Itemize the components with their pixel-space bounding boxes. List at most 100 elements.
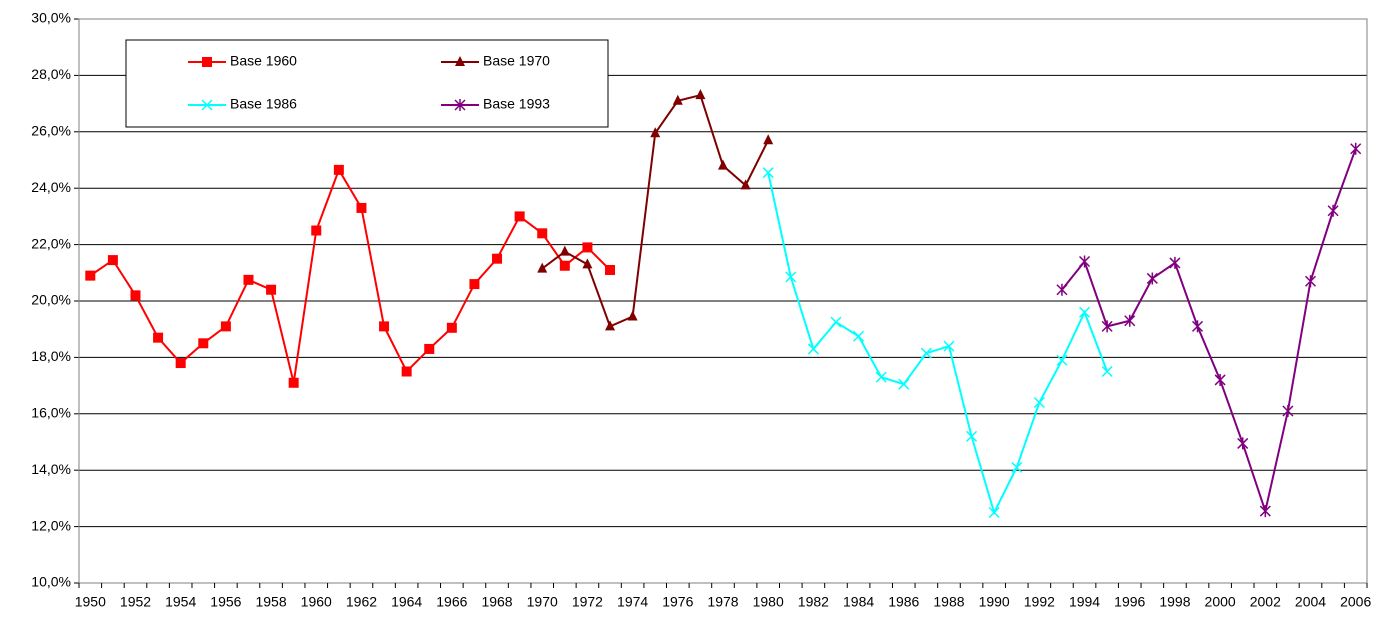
marker-shape — [853, 330, 865, 342]
marker-shape — [311, 225, 322, 236]
marker — [605, 320, 616, 331]
x-tick-label: 2000 — [1205, 594, 1236, 610]
marker-shape — [718, 159, 728, 170]
y-tick-label: 18,0% — [31, 348, 71, 364]
marker-shape — [356, 202, 367, 213]
marker — [1191, 320, 1204, 333]
x-tick-label: 1990 — [979, 594, 1010, 610]
marker-shape — [266, 284, 277, 295]
marker-shape — [988, 506, 1000, 519]
marker-shape — [201, 99, 213, 111]
x-tick-label: 1960 — [301, 594, 332, 610]
x-tick-label: 1998 — [1159, 594, 1190, 610]
marker — [1079, 255, 1091, 268]
marker-shape — [695, 89, 706, 100]
marker — [288, 377, 299, 388]
y-tick-label: 10,0% — [31, 574, 71, 590]
marker — [1124, 314, 1136, 327]
marker-shape — [1079, 306, 1091, 318]
series-line — [1061, 148, 1357, 515]
x-tick-label: 1974 — [617, 594, 648, 610]
marker — [1146, 272, 1158, 285]
marker — [379, 321, 390, 332]
marker — [785, 271, 797, 283]
marker — [469, 279, 480, 290]
marker-shape — [1146, 272, 1158, 285]
marker-shape — [1237, 437, 1249, 450]
marker — [582, 242, 593, 253]
marker-shape — [1011, 461, 1023, 473]
marker — [943, 340, 955, 352]
marker — [201, 99, 213, 111]
marker-shape — [672, 94, 683, 105]
marker — [492, 253, 503, 264]
x-tick-label: 1996 — [1114, 594, 1145, 610]
marker-shape — [424, 343, 435, 354]
marker-shape — [202, 57, 212, 67]
y-tick-label: 24,0% — [31, 179, 71, 195]
marker — [243, 274, 254, 285]
marker — [1011, 461, 1023, 473]
marker-shape — [785, 271, 797, 283]
marker — [356, 202, 367, 213]
marker-shape — [1259, 505, 1271, 518]
legend-label: Base 1993 — [483, 96, 550, 112]
marker-shape — [807, 343, 819, 355]
legend-label: Base 1970 — [483, 53, 550, 69]
marker — [1304, 275, 1317, 288]
marker-shape — [559, 245, 570, 256]
x-tick-label: 1984 — [843, 594, 874, 610]
marker — [988, 506, 1000, 519]
marker — [966, 430, 978, 442]
marker-shape — [446, 322, 457, 333]
x-tick-label: 2002 — [1250, 594, 1281, 610]
marker — [627, 310, 638, 321]
marker — [202, 57, 212, 67]
marker-shape — [1304, 275, 1317, 288]
marker-shape — [333, 164, 344, 175]
marker — [718, 159, 728, 170]
marker — [1079, 306, 1091, 318]
marker-shape — [1282, 404, 1294, 417]
marker-shape — [243, 274, 254, 285]
y-tick-label: 16,0% — [31, 405, 71, 421]
series-line — [89, 167, 611, 384]
marker — [401, 366, 412, 377]
x-tick-label: 1972 — [572, 594, 603, 610]
marker — [1214, 373, 1226, 386]
x-tick-label: 1968 — [481, 594, 512, 610]
series-line — [767, 172, 1109, 516]
marker — [454, 99, 466, 111]
marker — [740, 179, 751, 190]
marker-shape — [559, 260, 570, 271]
y-tick-label: 20,0% — [31, 292, 71, 308]
marker-shape — [1101, 365, 1113, 378]
marker — [424, 343, 435, 354]
x-tick-label: 1966 — [436, 594, 467, 610]
marker-shape — [153, 332, 164, 343]
marker — [1056, 354, 1068, 366]
marker — [672, 94, 683, 105]
marker — [650, 127, 661, 138]
marker-shape — [401, 366, 412, 377]
legend-label: Base 1960 — [230, 53, 297, 69]
marker-shape — [943, 340, 955, 352]
marker-shape — [830, 316, 842, 328]
x-tick-label: 2004 — [1295, 594, 1326, 610]
marker — [1282, 404, 1294, 417]
marker-shape — [379, 321, 390, 332]
marker-shape — [1169, 256, 1181, 269]
y-tick-label: 26,0% — [31, 123, 71, 139]
marker-shape — [1079, 255, 1091, 268]
marker — [311, 225, 322, 236]
marker-shape — [1056, 283, 1068, 296]
marker-shape — [1101, 320, 1113, 333]
x-tick-label: 1958 — [255, 594, 286, 610]
marker-shape — [469, 279, 480, 290]
marker — [175, 358, 186, 369]
marker — [559, 260, 570, 271]
x-tick-label: 1988 — [933, 594, 964, 610]
marker — [220, 321, 231, 332]
marker — [875, 371, 887, 383]
marker — [1056, 283, 1068, 296]
